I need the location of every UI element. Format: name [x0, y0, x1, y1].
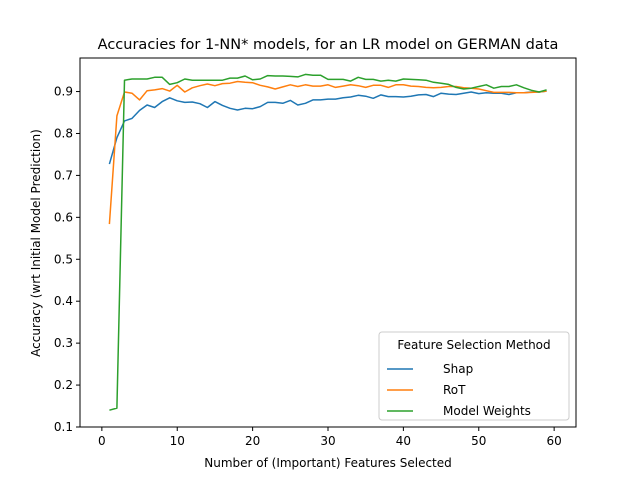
x-axis-ticks: 0 10 20 30 40 50 60	[98, 427, 562, 448]
x-tick-label: 40	[396, 434, 411, 448]
series-lines	[108, 73, 547, 411]
x-tick-label: 0	[98, 434, 106, 448]
x-tick-label: 30	[320, 434, 335, 448]
series-line-shap	[108, 90, 547, 165]
y-axis-label: Accuracy (wrt Initial Model Prediction)	[29, 129, 43, 357]
legend-label-shap: Shap	[443, 362, 473, 376]
legend-label-rot: RoT	[443, 383, 466, 397]
x-tick-label: 20	[245, 434, 260, 448]
legend-box	[378, 331, 570, 421]
y-tick-label: 0.5	[54, 252, 73, 266]
series-line-model-weights	[109, 73, 547, 411]
y-tick-label: 0.2	[54, 378, 73, 392]
legend-entries: Shap RoT Model Weights	[387, 362, 531, 418]
y-axis-ticks: 0.1 0.2 0.3 0.4 0.5 0.6 0.7 0.8 0.9	[54, 85, 80, 434]
x-tick-label: 10	[170, 434, 185, 448]
y-tick-label: 0.4	[54, 294, 73, 308]
legend-title: Feature Selection Method	[397, 338, 550, 352]
x-axis-label: Number of (Important) Features Selected	[204, 456, 452, 470]
y-tick-label: 0.7	[54, 168, 73, 182]
legend-label-model-weights: Model Weights	[443, 404, 531, 418]
y-tick-label: 0.3	[54, 336, 73, 350]
series-line-rot	[108, 80, 547, 225]
y-tick-label: 0.1	[54, 420, 73, 434]
y-tick-label: 0.8	[54, 126, 73, 140]
plot-frame	[79, 57, 577, 428]
y-tick-label: 0.6	[54, 210, 73, 224]
legend: Feature Selection Method Shap RoT Model We…	[378, 331, 570, 421]
y-tick-label: 0.9	[54, 85, 73, 99]
chart-title: Accuracies for 1-NN* models, for an LR m…	[98, 37, 559, 53]
x-tick-label: 50	[471, 434, 486, 448]
x-tick-label: 60	[546, 434, 561, 448]
